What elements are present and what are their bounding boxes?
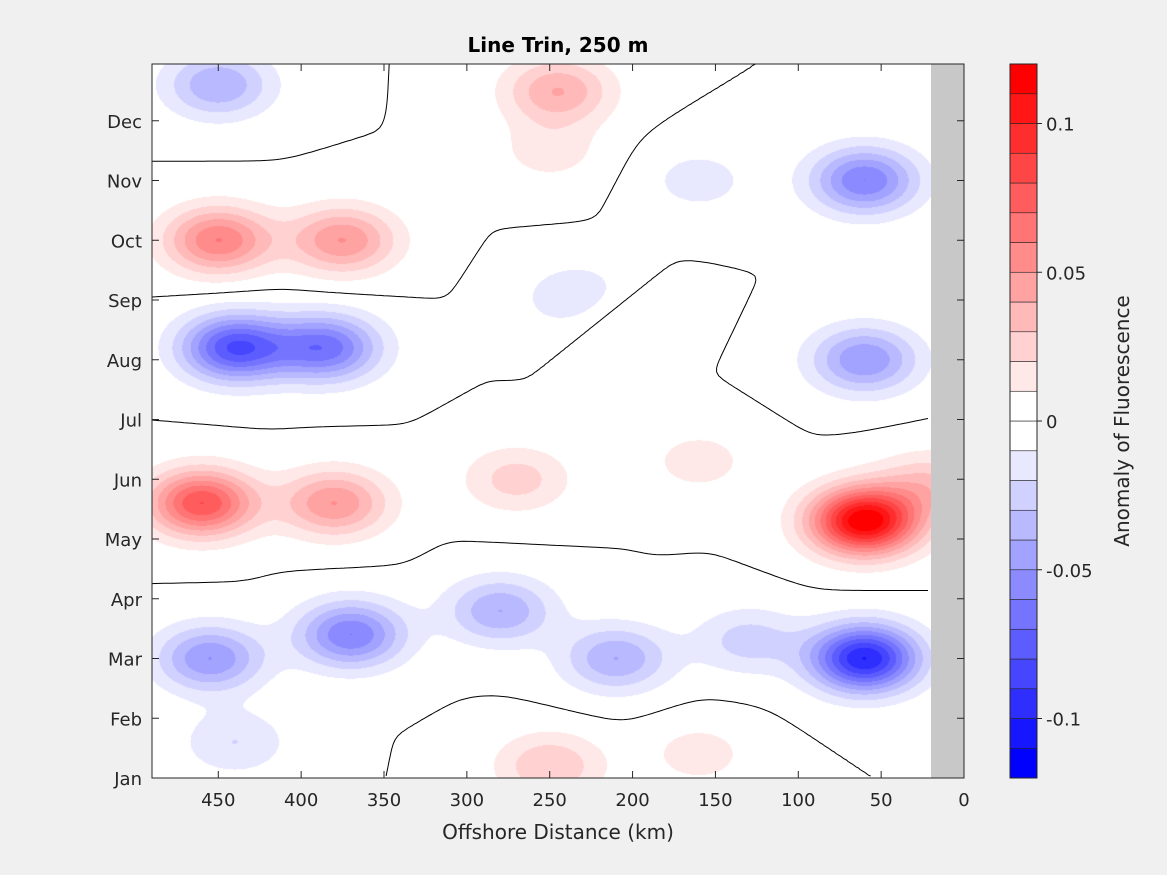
colorbar-band	[1009, 152, 1038, 184]
colorbar-band	[1009, 93, 1038, 124]
zero-contour-lines	[151, 63, 929, 777]
colorbar: 0.1 0.05 0 -0.05 -0.1 Anomaly of Fluorescenc…	[1009, 63, 1134, 779]
y-axis: Jan Feb Mar Apr May Jun Jul Aug Sep Oct Nov Dec	[105, 112, 964, 790]
colorbar-band	[1009, 271, 1038, 303]
y-tick-label: May	[105, 530, 143, 551]
colorbar-tick-label: -0.1	[1046, 710, 1081, 731]
y-tick-label: Oct	[111, 231, 142, 252]
anomaly-field-image	[152, 64, 931, 778]
x-tick-label: 250	[533, 790, 567, 811]
colorbar-band	[1009, 450, 1038, 481]
colorbar-band	[1009, 599, 1038, 630]
colorbar-band	[1009, 718, 1038, 749]
y-tick-label: Jan	[113, 769, 142, 790]
colorbar-band	[1009, 509, 1038, 541]
y-tick-label: Nov	[107, 172, 142, 193]
colorbar-band	[1009, 212, 1038, 243]
y-tick-label: Jun	[113, 470, 142, 491]
colorbar-band	[1009, 688, 1038, 719]
x-tick-label: 150	[698, 790, 732, 811]
colorbar-band	[1009, 361, 1038, 392]
colorbar-band	[1009, 628, 1038, 660]
x-tick-label: 400	[284, 790, 318, 811]
colorbar-band	[1009, 747, 1038, 779]
colorbar-tick-label: 0.05	[1046, 263, 1086, 284]
colorbar-tick-label: -0.05	[1046, 561, 1093, 582]
colorbar-label: Anomaly of Fluorescence	[1110, 295, 1134, 546]
colorbar-band	[1009, 63, 1038, 95]
y-tick-label: Sep	[108, 291, 142, 312]
x-axis-label: Offshore Distance (km)	[442, 820, 674, 844]
colorbar-band	[1009, 123, 1038, 154]
colorbar-band	[1009, 301, 1038, 333]
colorbar-band	[1009, 390, 1038, 422]
y-tick-label: Dec	[107, 112, 142, 133]
y-tick-label: Mar	[108, 650, 143, 671]
colorbar-band	[1009, 182, 1038, 214]
colorbar-tick-label: 0.1	[1046, 115, 1075, 136]
x-axis: 450 400 350 300 250 200 150 100 50 0	[201, 64, 970, 811]
x-tick-label: 200	[615, 790, 649, 811]
axes-box	[151, 63, 965, 779]
y-tick-label: Feb	[110, 709, 142, 730]
y-tick-label: Jul	[119, 411, 142, 432]
colorbar-band	[1009, 539, 1038, 571]
y-tick-label: Apr	[111, 590, 143, 611]
colorbar-band	[1009, 242, 1038, 273]
x-tick-label: 450	[201, 790, 235, 811]
colorbar-ticks: 0.1 0.05 0 -0.05 -0.1	[1037, 115, 1093, 731]
main-axes: 450 400 350 300 250 200 150 100 50 0 Jan Feb Mar Apr…	[105, 33, 970, 844]
x-tick-label: 350	[367, 790, 401, 811]
colorbar-tick-label: 0	[1046, 412, 1057, 433]
colorbar-bands	[1009, 63, 1038, 779]
x-tick-label: 300	[450, 790, 484, 811]
colorbar-band	[1009, 420, 1038, 452]
colorbar-band	[1009, 658, 1038, 690]
no-data-region	[931, 64, 964, 778]
y-tick-label: Aug	[107, 351, 142, 372]
chart-title: Line Trin, 250 m	[468, 33, 649, 57]
x-tick-label: 50	[870, 790, 893, 811]
colorbar-band	[1009, 569, 1038, 600]
x-tick-label: 0	[958, 790, 969, 811]
x-tick-label: 100	[781, 790, 815, 811]
colorbar-band	[1009, 480, 1038, 511]
colorbar-band	[1009, 331, 1038, 362]
contour-field	[151, 63, 931, 778]
